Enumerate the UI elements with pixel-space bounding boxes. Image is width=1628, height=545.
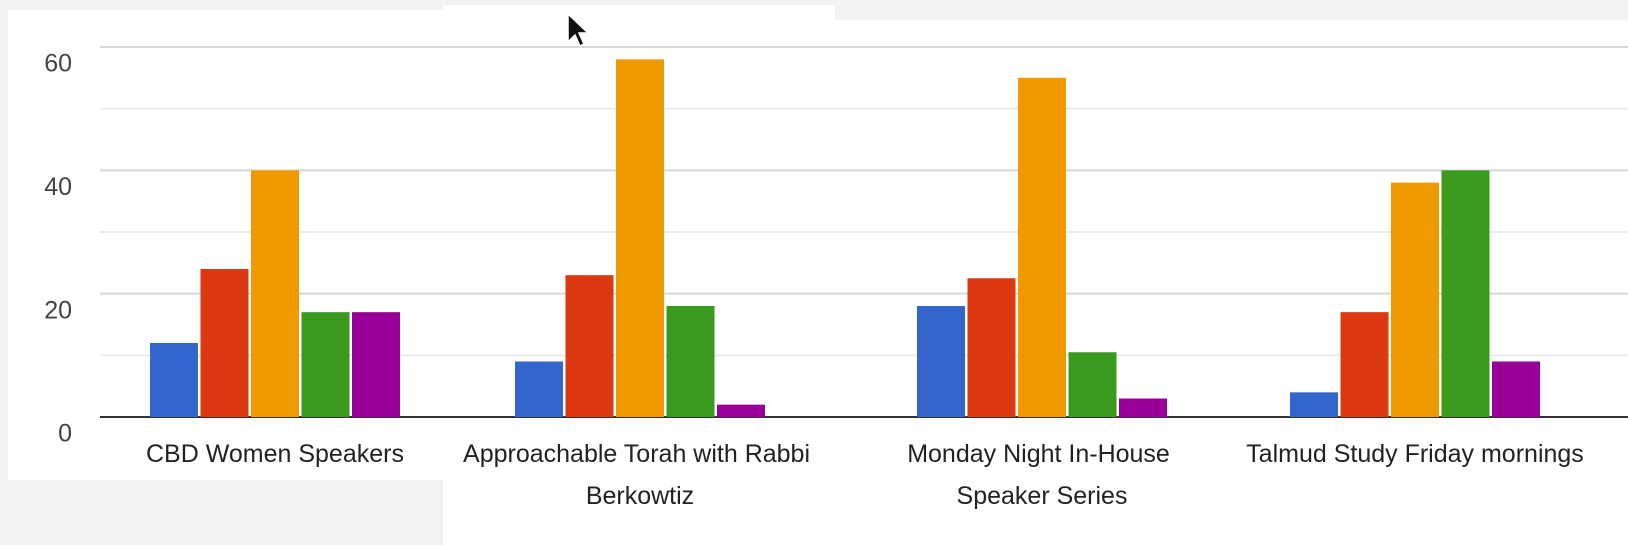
bar xyxy=(1068,352,1117,417)
x-tick-label: CBD Women Speakers xyxy=(146,440,404,468)
bar xyxy=(515,361,563,417)
bar xyxy=(616,59,664,417)
bar xyxy=(917,306,965,417)
y-tick-label: 20 xyxy=(44,296,72,324)
bar xyxy=(666,306,715,417)
y-tick-label: 0 xyxy=(58,420,72,448)
x-tick-label: Monday Night In-House Speaker Series xyxy=(907,440,1177,510)
bar xyxy=(1340,312,1389,417)
x-tick-label: Talmud Study Friday mornings xyxy=(1246,440,1584,468)
bar xyxy=(301,312,350,417)
bar xyxy=(1441,170,1490,417)
bar xyxy=(251,170,299,417)
bar xyxy=(150,343,198,417)
cursor xyxy=(567,12,590,48)
y-tick-label: 60 xyxy=(44,50,72,78)
bar xyxy=(200,269,249,417)
bar xyxy=(1492,361,1540,417)
bar xyxy=(717,404,765,417)
bar xyxy=(1119,398,1167,417)
plot: 0 20 40 60 CBD Women Speakers Approachable To… xyxy=(44,46,1628,510)
y-tick-label: 40 xyxy=(44,173,72,201)
x-tick-label: Approachable Torah with Rabbi Berkowtiz xyxy=(463,440,817,510)
bar xyxy=(1018,77,1066,417)
bar xyxy=(352,312,400,417)
bar xyxy=(967,278,1016,417)
bar xyxy=(1391,182,1439,417)
bar xyxy=(565,275,614,417)
bar xyxy=(1290,392,1338,417)
